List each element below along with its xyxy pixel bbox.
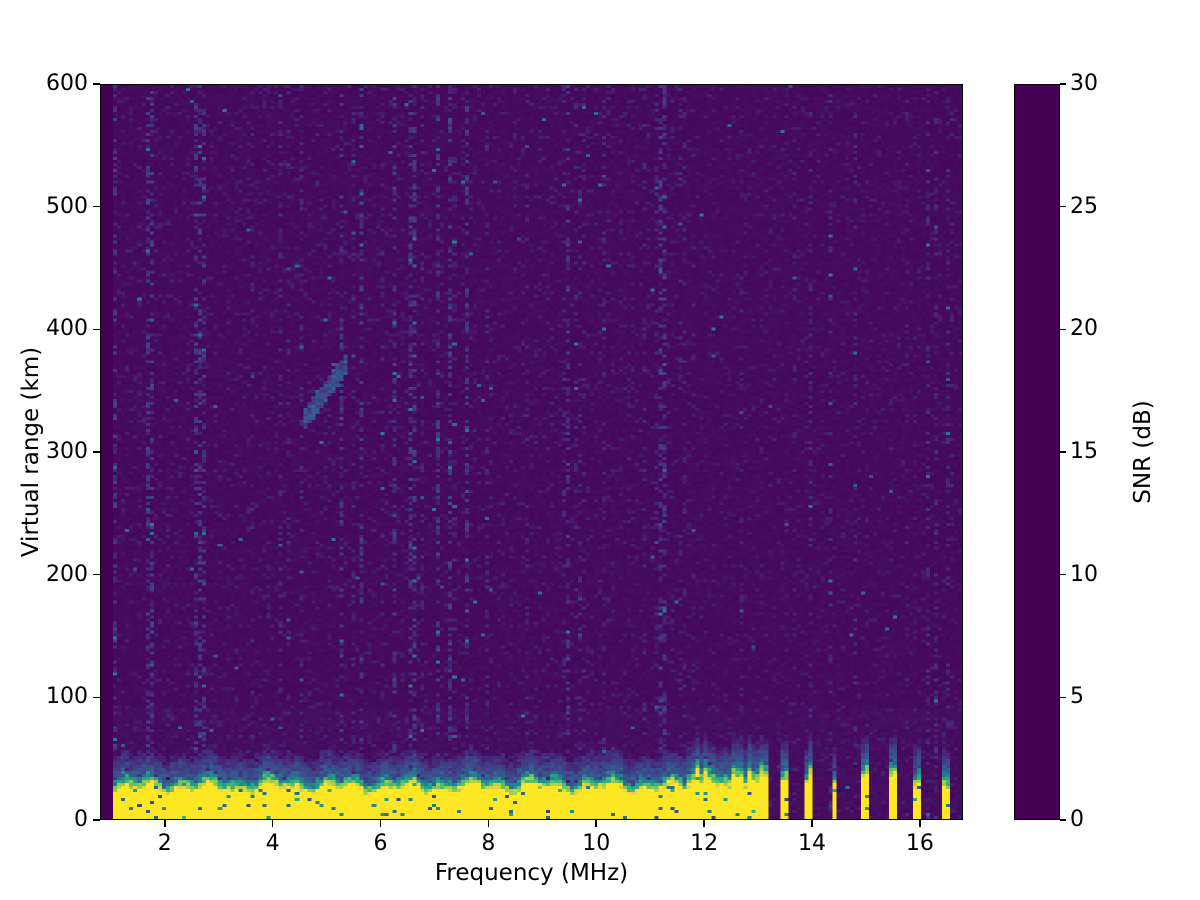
colorbar-tick-mark (1060, 83, 1066, 85)
y-tick-mark (93, 696, 100, 699)
colorbar-tick-mark (1060, 573, 1066, 576)
ionogram-heatmap (101, 85, 962, 819)
colorbar-tick-label: 10 (1070, 561, 1098, 587)
colorbar-tick-label: 20 (1070, 316, 1098, 342)
colorbar-tick-label: 30 (1070, 71, 1098, 96)
x-tick-label: 2 (157, 831, 172, 856)
x-tick-mark (811, 820, 813, 827)
y-tick-label: 500 (46, 193, 88, 219)
colorbar-tick-mark (1060, 328, 1066, 331)
colorbar-tick-label: 0 (1070, 807, 1084, 832)
x-tick-mark (703, 820, 705, 827)
colorbar-tick-mark (1060, 451, 1066, 453)
colorbar-tick-mark (1060, 205, 1066, 208)
y-tick-mark (93, 328, 100, 331)
colorbar-tick-mark (1060, 819, 1066, 821)
x-tick-mark (919, 820, 921, 827)
colorbar-tick-label: 15 (1070, 439, 1098, 464)
y-axis-label: Virtual range (km) (18, 346, 44, 558)
x-tick-label: 16 (905, 831, 934, 856)
y-tick-label: 300 (46, 439, 88, 464)
x-axis-label: Frequency (MHz) (434, 860, 629, 886)
x-tick-label: 4 (265, 831, 280, 856)
y-tick-mark (93, 205, 100, 208)
colorbar-tick-mark (1060, 696, 1066, 699)
colorbar-gradient (1015, 85, 1059, 819)
y-tick-label: 100 (46, 684, 88, 710)
ionogram-plot-area[interactable] (100, 84, 963, 820)
y-tick-label: 0 (74, 807, 88, 832)
colorbar-tick-label: 5 (1070, 684, 1084, 710)
y-tick-label: 600 (46, 71, 88, 96)
colorbar[interactable] (1014, 84, 1060, 820)
x-tick-label: 14 (797, 831, 826, 856)
y-tick-label: 400 (46, 316, 88, 342)
x-tick-label: 6 (373, 831, 388, 856)
colorbar-tick-label: 25 (1070, 193, 1098, 219)
y-tick-mark (93, 451, 100, 453)
x-tick-label: 8 (481, 831, 496, 856)
x-tick-mark (487, 820, 490, 827)
x-tick-label: 10 (582, 831, 611, 856)
x-tick-mark (595, 820, 598, 827)
y-tick-label: 200 (46, 561, 88, 587)
x-tick-mark (379, 820, 382, 827)
y-tick-mark (93, 573, 100, 576)
colorbar-label: SNR (dB) (1130, 400, 1156, 504)
x-tick-label: 12 (690, 831, 719, 856)
y-tick-mark (93, 83, 100, 85)
x-tick-mark (163, 820, 166, 827)
x-tick-mark (271, 820, 274, 827)
y-tick-mark (93, 819, 100, 821)
